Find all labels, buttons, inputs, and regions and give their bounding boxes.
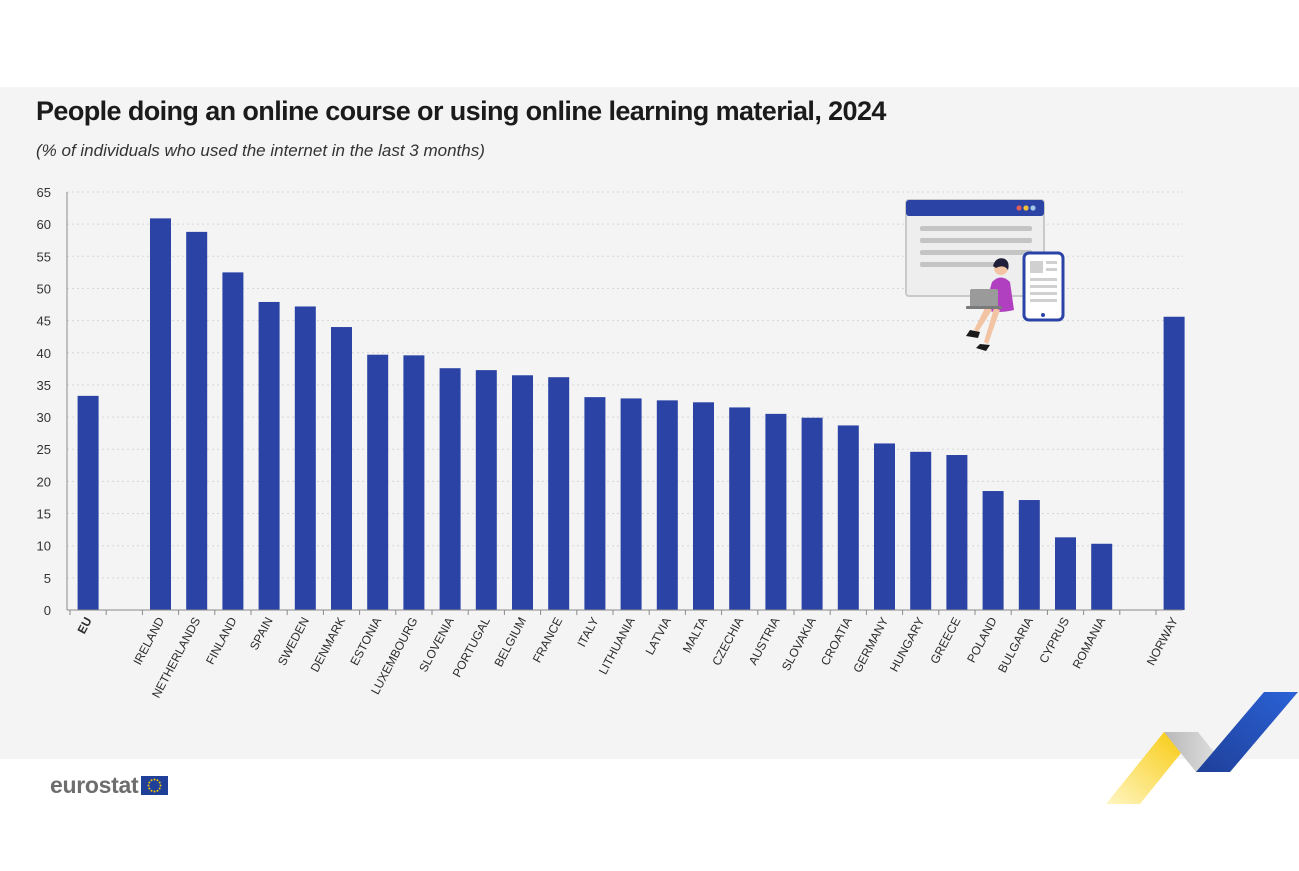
bar-slovakia bbox=[801, 417, 823, 610]
y-axis-tick-labels: 0 5 10 15 20 25 30 35 40 45 50 55 60 65 bbox=[37, 185, 51, 618]
x-category-label: SWEDEN bbox=[275, 615, 312, 668]
y-tick-label: 60 bbox=[37, 217, 51, 232]
y-tick-label: 25 bbox=[37, 442, 51, 457]
x-category-label: BELGIUM bbox=[491, 615, 529, 669]
blue-stripe bbox=[1196, 692, 1298, 772]
x-category-label: FINLAND bbox=[203, 615, 240, 667]
x-category-label: GERMANY bbox=[850, 615, 891, 675]
x-category-label: ROMANIA bbox=[1070, 615, 1109, 671]
logo-text: eurostat bbox=[50, 772, 139, 798]
y-tick-label: 65 bbox=[37, 185, 51, 200]
x-category-label: HUNGARY bbox=[887, 615, 927, 674]
x-category-label: BULGARIA bbox=[995, 615, 1036, 675]
bar-germany bbox=[874, 443, 895, 610]
tablet-button bbox=[1041, 313, 1045, 317]
bar-estonia bbox=[367, 354, 389, 610]
browser-titlebar bbox=[906, 200, 1044, 216]
chart-subtitle: (% of individuals who used the internet … bbox=[36, 141, 485, 160]
x-category-label: SPAIN bbox=[247, 615, 276, 653]
corner-decoration bbox=[1106, 692, 1298, 804]
bar-sweden bbox=[294, 306, 316, 610]
bar-denmark bbox=[331, 327, 352, 610]
window-dot-red bbox=[1016, 205, 1022, 211]
bar-belgium bbox=[512, 375, 533, 610]
bar-finland bbox=[222, 272, 244, 610]
x-category-label: AUSTRIA bbox=[746, 615, 783, 667]
bar-czechia bbox=[729, 407, 751, 610]
y-tick-label: 40 bbox=[37, 346, 51, 361]
x-category-label: GREECE bbox=[927, 615, 963, 666]
bar-hungary bbox=[910, 451, 932, 610]
x-category-label: ESTONIA bbox=[347, 615, 384, 668]
x-category-label: DENMARK bbox=[308, 615, 349, 675]
gridlines bbox=[67, 191, 1183, 579]
x-category-label: SLOVENIA bbox=[416, 615, 457, 675]
y-tick-label: 15 bbox=[37, 507, 51, 522]
y-tick-label: 0 bbox=[44, 603, 51, 618]
bar-slovenia bbox=[439, 368, 461, 610]
x-category-label: IRELAND bbox=[130, 615, 167, 668]
x-category-label: SLOVAKIA bbox=[779, 615, 819, 673]
x-category-label: CZECHIA bbox=[709, 615, 746, 668]
eurostat-logo: eurostat bbox=[50, 772, 169, 799]
x-category-label: CROATIA bbox=[818, 615, 855, 668]
bar-bulgaria bbox=[1018, 500, 1040, 610]
y-tick-label: 50 bbox=[37, 281, 51, 296]
bar-ireland bbox=[150, 218, 171, 610]
x-category-label: MALTA bbox=[680, 615, 710, 655]
browser-text-lines bbox=[920, 226, 1032, 267]
x-category-label: LITHUANIA bbox=[596, 615, 638, 677]
bar-greece bbox=[946, 455, 968, 610]
yellow-stripe bbox=[1106, 732, 1198, 804]
bar-malta bbox=[693, 402, 714, 610]
bar-eu bbox=[77, 395, 99, 610]
y-tick-label: 5 bbox=[44, 571, 51, 586]
bar-romania bbox=[1091, 543, 1113, 610]
bar-poland bbox=[982, 491, 1004, 610]
bar-latvia bbox=[656, 400, 678, 610]
y-tick-label: 30 bbox=[37, 410, 51, 425]
y-tick-label: 20 bbox=[37, 474, 51, 489]
bar-luxembourg bbox=[403, 355, 425, 610]
window-dot-blue bbox=[1030, 205, 1036, 211]
x-category-label: POLAND bbox=[964, 615, 1000, 665]
bar-netherlands bbox=[186, 231, 208, 610]
bar-croatia bbox=[837, 425, 859, 610]
tablet-text-lines bbox=[1030, 261, 1057, 302]
x-category-label: EU bbox=[75, 615, 95, 636]
x-category-label: NORWAY bbox=[1144, 615, 1181, 668]
y-tick-label: 55 bbox=[37, 249, 51, 264]
chart-panel bbox=[0, 87, 1299, 759]
x-category-label: LATVIA bbox=[643, 615, 674, 657]
tablet-image bbox=[1030, 261, 1043, 273]
y-tick-label: 10 bbox=[37, 539, 51, 554]
online-learning-illustration bbox=[905, 199, 1065, 351]
bars bbox=[77, 218, 1185, 610]
chart-title: People doing an online course or using o… bbox=[36, 96, 886, 126]
bar-portugal bbox=[475, 370, 497, 610]
bar-france bbox=[548, 377, 570, 610]
person-with-laptop-icon bbox=[966, 258, 1014, 351]
x-category-label: PORTUGAL bbox=[450, 615, 493, 680]
bar-austria bbox=[765, 413, 787, 610]
x-category-label: FRANCE bbox=[530, 615, 566, 665]
bar-italy bbox=[584, 397, 606, 610]
y-tick-label: 35 bbox=[37, 378, 51, 393]
x-axis bbox=[66, 192, 1183, 615]
bar-norway bbox=[1163, 316, 1185, 610]
window-dot-yellow bbox=[1023, 205, 1029, 211]
bar-cyprus bbox=[1055, 537, 1076, 610]
bar-lithuania bbox=[620, 398, 642, 610]
x-category-label: ITALY bbox=[574, 615, 601, 649]
eu-flag-icon bbox=[141, 776, 169, 795]
x-category-label: CYPRUS bbox=[1036, 615, 1072, 666]
bar-spain bbox=[258, 301, 280, 610]
y-tick-label: 45 bbox=[37, 314, 51, 329]
